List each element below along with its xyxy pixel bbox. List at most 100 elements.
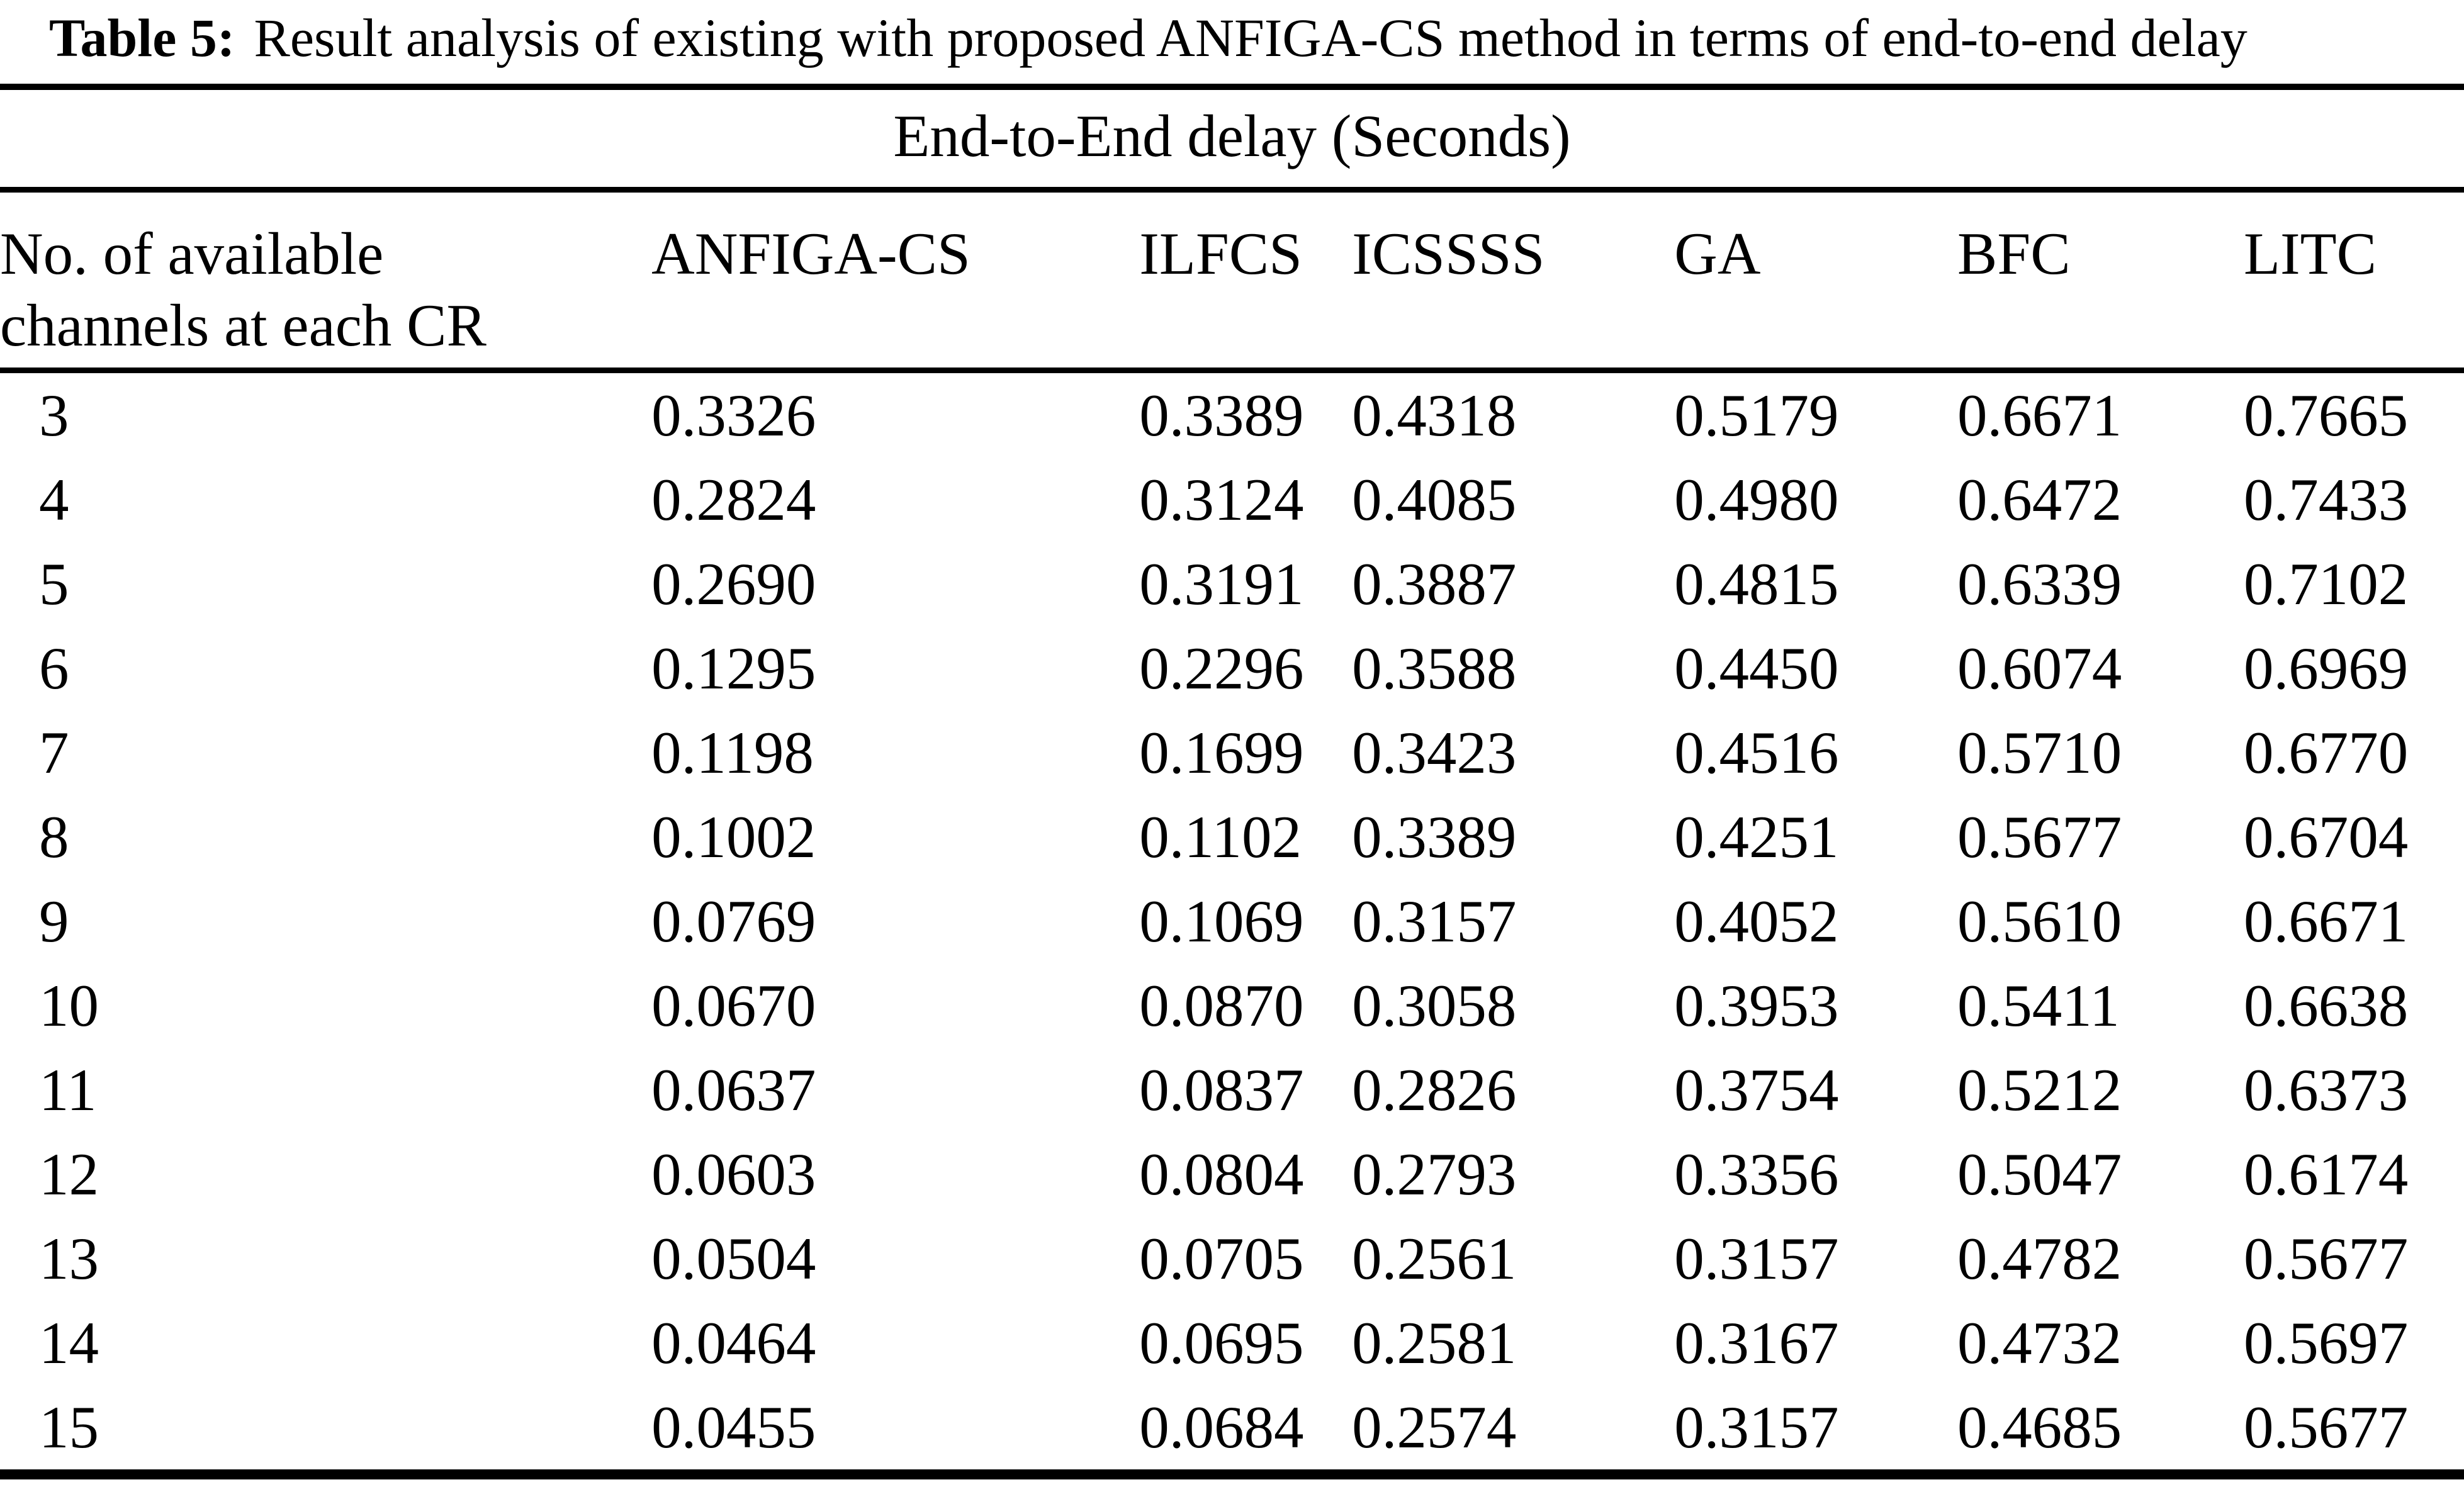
value-cell: 0.0603 — [651, 1141, 816, 1208]
value-cell: 0.4318 — [1352, 382, 1517, 449]
row-header-line2: channels at each CR — [0, 292, 487, 359]
value-cell: 0.3423 — [1352, 719, 1517, 787]
value-cell: 0.4085 — [1352, 466, 1517, 534]
value-cell: 0.5710 — [1957, 719, 2122, 787]
value-cell: 0.1069 — [1139, 888, 1304, 955]
value-cell: 0.5047 — [1957, 1141, 2122, 1208]
value-cell: 0.3887 — [1352, 551, 1517, 618]
column-header-ilfcs: ILFCS — [1139, 189, 1353, 374]
channels-cell: 8 — [39, 804, 69, 871]
value-cell: 0.3389 — [1352, 804, 1517, 871]
column-header-anfiga-cs: ANFIGA-CS — [651, 189, 1140, 374]
results-table: End-to-End delay (Seconds) No. of availa… — [0, 84, 2464, 1480]
value-cell: 0.4980 — [1674, 466, 1839, 534]
value-cell: 0.4815 — [1674, 551, 1839, 618]
table-row: 3 0.3326 0.3389 0.4318 0.5179 0.6671 0.7… — [0, 371, 2464, 458]
value-cell: 0.3157 — [1352, 888, 1517, 955]
value-cell: 0.5677 — [1957, 804, 2122, 871]
table-caption-label: Table 5: — [49, 8, 235, 68]
table-row: 6 0.1295 0.2296 0.3588 0.4450 0.6074 0.6… — [0, 626, 2464, 710]
table-row: 10 0.0670 0.0870 0.3058 0.3953 0.5411 0.… — [0, 963, 2464, 1048]
value-cell: 0.0837 — [1139, 1057, 1304, 1124]
table-row: 9 0.0769 0.1069 0.3157 0.4052 0.5610 0.6… — [0, 879, 2464, 963]
span-header-cell: End-to-End delay (Seconds) — [0, 87, 2464, 193]
value-cell: 0.2793 — [1352, 1141, 1517, 1208]
value-cell: 0.4685 — [1957, 1394, 2122, 1461]
value-cell: 0.0769 — [651, 888, 816, 955]
value-cell: 0.7433 — [2243, 466, 2409, 534]
value-cell: 0.0705 — [1139, 1225, 1304, 1293]
table-row: 13 0.0504 0.0705 0.2561 0.3157 0.4782 0.… — [0, 1216, 2464, 1301]
value-cell: 0.6074 — [1957, 635, 2122, 702]
channels-cell: 6 — [39, 635, 69, 702]
value-cell: 0.3157 — [1674, 1394, 1839, 1461]
value-cell: 0.0637 — [651, 1057, 816, 1124]
value-cell: 0.3356 — [1674, 1141, 1839, 1208]
row-header-line1: No. of available — [0, 220, 384, 288]
value-cell: 0.3058 — [1352, 972, 1517, 1040]
row-header-cell: No. of available channels at each CR — [0, 189, 652, 374]
channels-cell: 14 — [39, 1310, 99, 1377]
table-row: 14 0.0464 0.0695 0.2581 0.3167 0.4732 0.… — [0, 1301, 2464, 1385]
value-cell: 0.0504 — [651, 1225, 816, 1293]
channels-cell: 3 — [39, 382, 69, 449]
value-cell: 0.3953 — [1674, 972, 1839, 1040]
value-cell: 0.0684 — [1139, 1394, 1304, 1461]
value-cell: 0.0870 — [1139, 972, 1304, 1040]
value-cell: 0.5610 — [1957, 888, 2122, 955]
value-cell: 0.3191 — [1139, 551, 1304, 618]
value-cell: 0.5411 — [1957, 972, 2120, 1040]
value-cell: 0.1699 — [1139, 719, 1304, 787]
table-body: 3 0.3326 0.3389 0.4318 0.5179 0.6671 0.7… — [0, 371, 2464, 1475]
value-cell: 0.5212 — [1957, 1057, 2122, 1124]
value-cell: 0.2826 — [1352, 1057, 1517, 1124]
value-cell: 0.3124 — [1139, 466, 1304, 534]
column-header-bfc: BFC — [1957, 189, 2244, 374]
value-cell: 0.4450 — [1674, 635, 1839, 702]
value-cell: 0.3754 — [1674, 1057, 1839, 1124]
channels-cell: 7 — [39, 719, 69, 787]
column-header-litc: LITC — [2243, 189, 2464, 374]
value-cell: 0.5697 — [2243, 1310, 2409, 1377]
value-cell: 0.6373 — [2243, 1057, 2409, 1124]
channels-cell: 15 — [39, 1394, 99, 1461]
value-cell: 0.6638 — [2243, 972, 2409, 1040]
channels-cell: 4 — [39, 466, 69, 534]
channels-cell: 12 — [39, 1141, 99, 1208]
value-cell: 0.0670 — [651, 972, 816, 1040]
value-cell: 0.5677 — [2243, 1394, 2409, 1461]
value-cell: 0.6671 — [1957, 382, 2122, 449]
value-cell: 0.7665 — [2243, 382, 2409, 449]
value-cell: 0.5179 — [1674, 382, 1839, 449]
channels-cell: 9 — [39, 888, 69, 955]
column-header-ga: GA — [1674, 189, 1958, 374]
value-cell: 0.1002 — [651, 804, 816, 871]
channels-cell: 5 — [39, 551, 69, 618]
value-cell: 0.0804 — [1139, 1141, 1304, 1208]
table-row: 8 0.1002 0.1102 0.3389 0.4251 0.5677 0.6… — [0, 795, 2464, 879]
value-cell: 0.6472 — [1957, 466, 2122, 534]
value-cell: 0.1198 — [651, 719, 814, 787]
value-cell: 0.1295 — [651, 635, 816, 702]
span-header-row: End-to-End delay (Seconds) — [0, 87, 2464, 193]
value-cell: 0.2574 — [1352, 1394, 1517, 1461]
value-cell: 0.3326 — [651, 382, 816, 449]
value-cell: 0.5677 — [2243, 1225, 2409, 1293]
value-cell: 0.4251 — [1674, 804, 1839, 871]
value-cell: 0.4782 — [1957, 1225, 2122, 1293]
value-cell: 0.6671 — [2243, 888, 2409, 955]
column-header-row: No. of available channels at each CR ANF… — [0, 189, 2464, 374]
value-cell: 0.0695 — [1139, 1310, 1304, 1377]
table-row: 7 0.1198 0.1699 0.3423 0.4516 0.5710 0.6… — [0, 710, 2464, 795]
value-cell: 0.4052 — [1674, 888, 1839, 955]
value-cell: 0.2824 — [651, 466, 816, 534]
value-cell: 0.0464 — [651, 1310, 816, 1377]
table-caption: Table 5: Result analysis of existing with… — [0, 0, 2464, 70]
value-cell: 0.0455 — [651, 1394, 816, 1461]
value-cell: 0.2561 — [1352, 1225, 1517, 1293]
column-header-icssss: ICSSSS — [1352, 189, 1675, 374]
value-cell: 0.6969 — [2243, 635, 2409, 702]
channels-cell: 11 — [39, 1057, 97, 1124]
value-cell: 0.1102 — [1139, 804, 1302, 871]
